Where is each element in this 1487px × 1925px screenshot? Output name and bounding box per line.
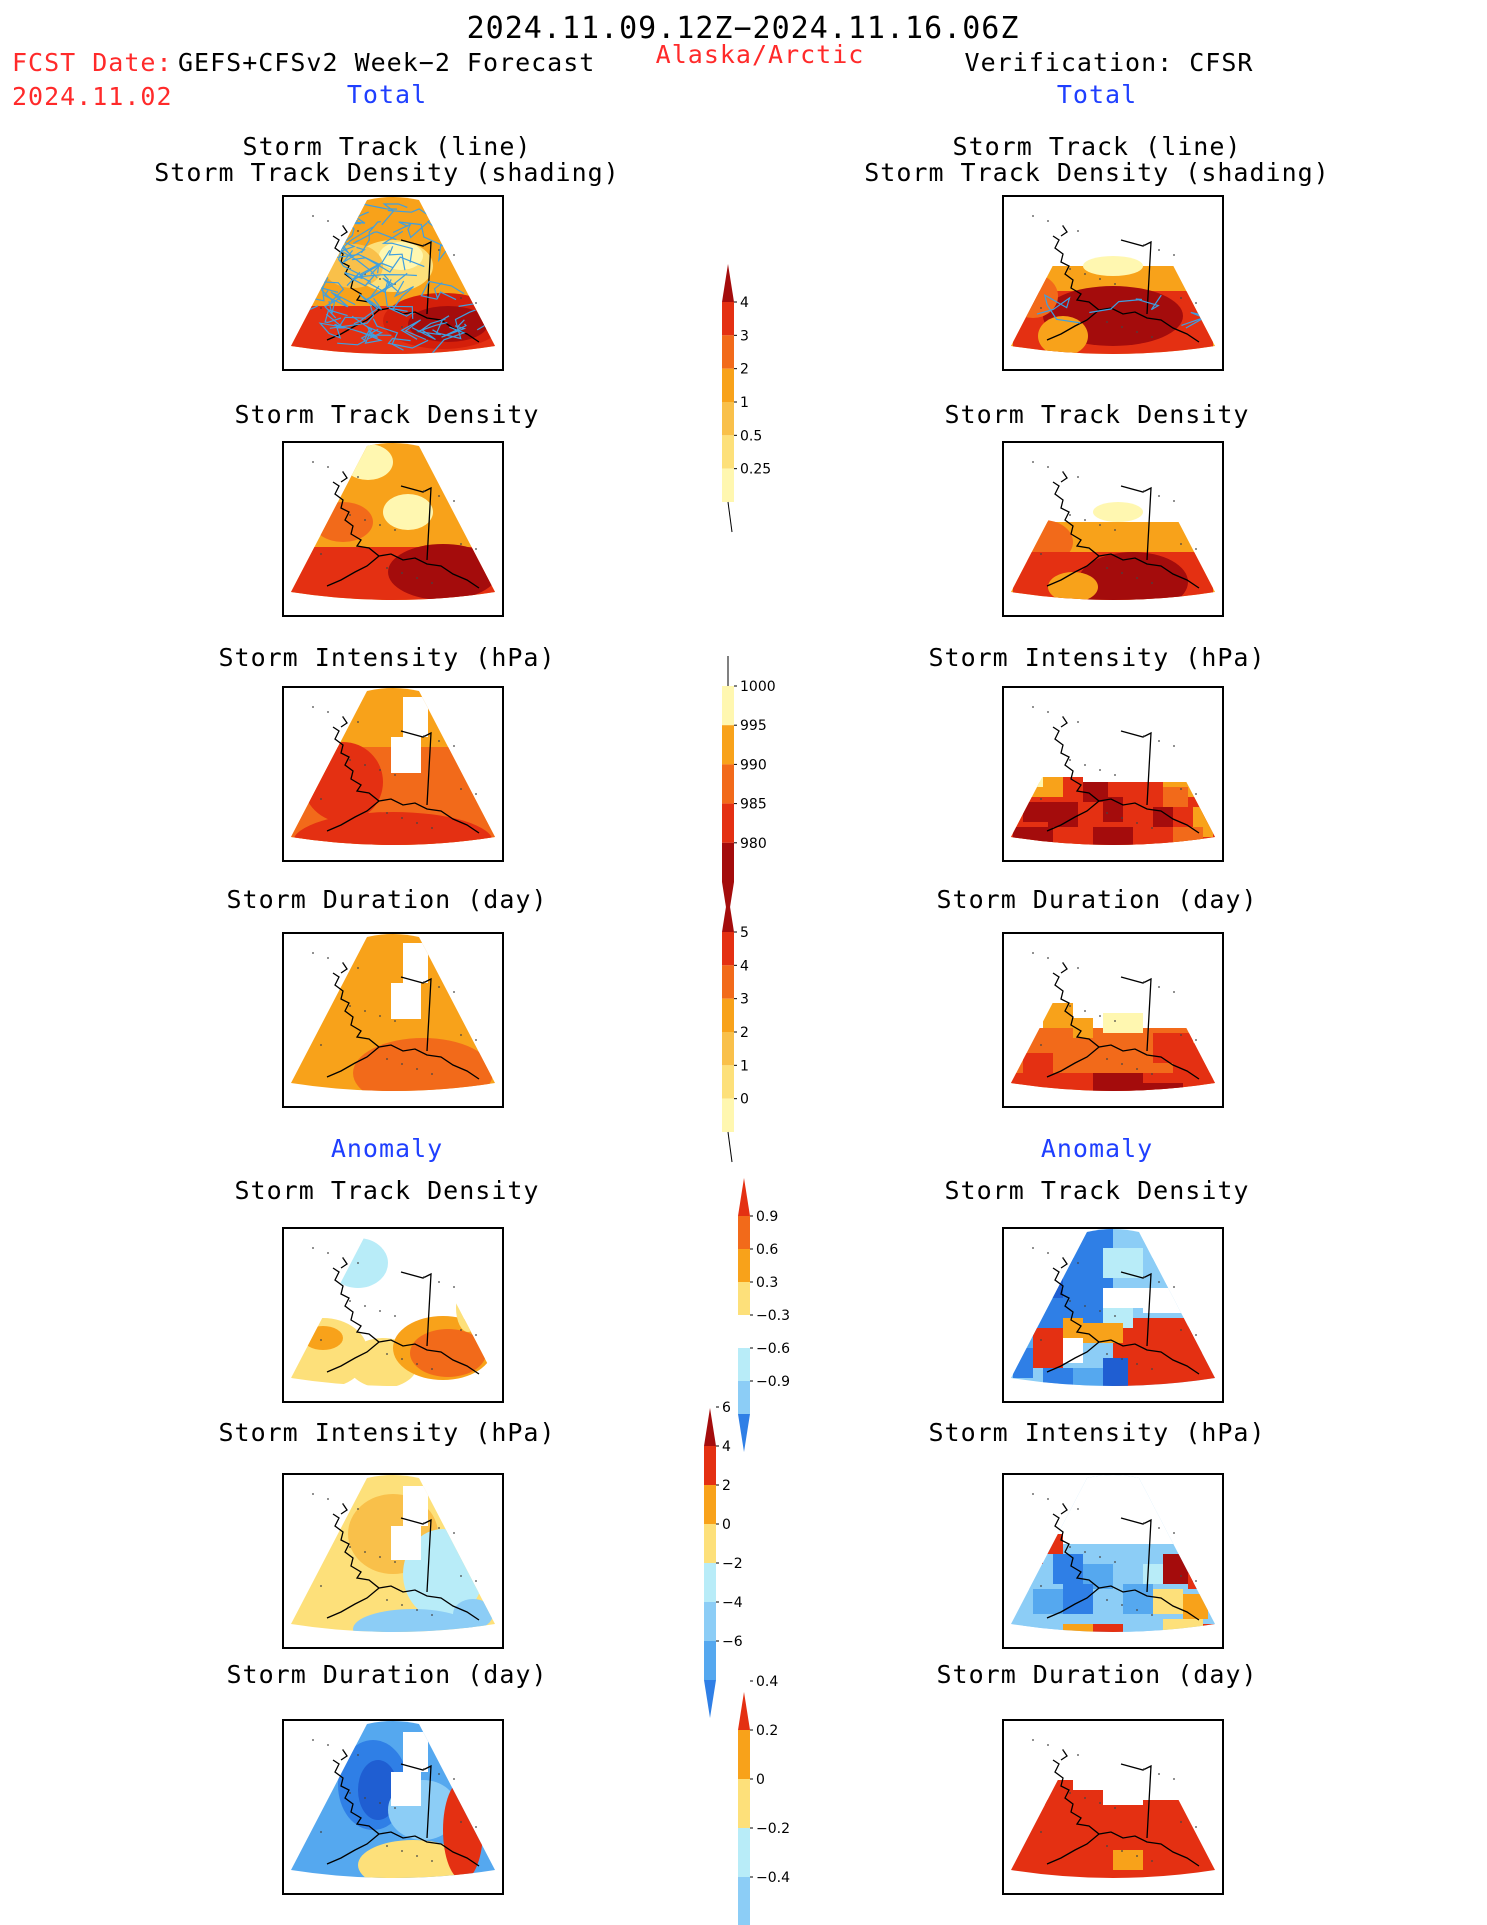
- colorbar-tick-label: 4: [740, 295, 749, 311]
- colorbar-tick-label: −4: [722, 1595, 743, 1611]
- colorbar-tick-label: 3: [740, 328, 749, 344]
- colorbar-tick-label: 995: [740, 718, 767, 734]
- colorbar-intensity-total: 980 985 990 995 1000: [722, 656, 776, 920]
- title-duration-left: Storm Duration (day): [226, 885, 548, 914]
- title-intensity-right: Storm Intensity (hPa): [928, 643, 1266, 672]
- panel-anom-duration-right: [1002, 1719, 1224, 1895]
- colorbar-tick-label: 1000: [740, 679, 776, 695]
- colorbar-tick-label: 2: [740, 1025, 749, 1041]
- fcst-date-value: 2024.11.02: [12, 82, 173, 111]
- title-track-line-left: Storm Track (line): [242, 132, 532, 161]
- colorbar-tick-label: −0.9: [756, 1374, 790, 1390]
- colorbar-tick-label: 4: [722, 1439, 731, 1455]
- colorbar-tick-label: 0: [740, 1092, 749, 1108]
- panel-intensity-left: [282, 686, 504, 862]
- colorbar-tick-label: 980: [740, 836, 767, 852]
- colorbar-tick-label: −2: [722, 1556, 743, 1572]
- colorbar-tick-label: 5: [740, 925, 749, 941]
- colorbar-tick-label: −0.6: [756, 1341, 790, 1357]
- title-track-shading-right: Storm Track Density (shading): [864, 158, 1330, 187]
- colorbar-tick-label: 0.2: [756, 1723, 778, 1739]
- colorbar-tick-label: 0: [722, 1517, 731, 1533]
- colorbar-duration-anom: −0.4 −0.2 0 0.2 0.4: [738, 1674, 790, 1925]
- anomaly-right-label: Anomaly: [1040, 1134, 1154, 1163]
- title-track-shading-left: Storm Track Density (shading): [154, 158, 620, 187]
- title-anom-duration-left: Storm Duration (day): [226, 1660, 548, 1689]
- panel-density-left: [282, 441, 504, 617]
- colorbar-tick-label: 2: [722, 1478, 731, 1494]
- colorbar-duration-total: 0 1 2 3 4 5: [722, 894, 749, 1163]
- title-anom-density-right: Storm Track Density: [944, 1176, 1250, 1205]
- colorbar-tick-label: −0.4: [756, 1870, 790, 1886]
- panel-anom-intensity-right: [1002, 1473, 1224, 1649]
- panel-duration-right: [1002, 932, 1224, 1108]
- colorbar-tick-label: 6: [722, 1400, 731, 1416]
- colorbar-intensity-anom: −6 −4 −2 0 2 4 6: [704, 1400, 743, 1718]
- colorbar-tick-label: 0.4: [756, 1674, 778, 1690]
- anomaly-left-label: Anomaly: [330, 1134, 444, 1163]
- colorbar-tick-label: 0.5: [740, 428, 762, 444]
- colorbar-tick-label: 990: [740, 757, 767, 773]
- colorbar-tick-label: 0.9: [756, 1209, 778, 1225]
- colorbar-tick-label: 1: [740, 1058, 749, 1074]
- title-density-left: Storm Track Density: [234, 400, 540, 429]
- colorbar-density-anom: −0.9 −0.6 −0.3 0.3 0.6 0.9: [738, 1178, 790, 1452]
- fcst-model: GEFS+CFSv2 Week−2 Forecast: [178, 48, 596, 77]
- verification-label: Verification: CFSR: [964, 48, 1254, 77]
- title-intensity-left: Storm Intensity (hPa): [218, 643, 556, 672]
- panel-intensity-right: [1002, 686, 1224, 862]
- fcst-date-label: FCST Date:: [12, 48, 173, 77]
- panel-anom-duration-left: [282, 1719, 504, 1895]
- colorbar-tick-label: 0.25: [740, 462, 771, 478]
- colorbar-tick-label: −0.3: [756, 1308, 790, 1324]
- colorbar-density-total: 0.25 0.5 1 2 3 4: [722, 264, 771, 533]
- colorbar-tick-label: 0: [756, 1772, 765, 1788]
- colorbar-tick-label: 2: [740, 362, 749, 378]
- title-anom-intensity-right: Storm Intensity (hPa): [928, 1418, 1266, 1447]
- title-anom-intensity-left: Storm Intensity (hPa): [218, 1418, 556, 1447]
- title-density-right: Storm Track Density: [944, 400, 1250, 429]
- panel-track-right: [1002, 195, 1224, 371]
- panel-density-right: [1002, 441, 1224, 617]
- title-duration-right: Storm Duration (day): [936, 885, 1258, 914]
- colorbar-tick-label: −0.2: [756, 1821, 790, 1837]
- colorbar-tick-label: −6: [722, 1634, 743, 1650]
- panel-anom-density-right: [1002, 1227, 1224, 1403]
- colorbar-tick-label: 4: [740, 958, 749, 974]
- title-anom-duration-right: Storm Duration (day): [936, 1660, 1258, 1689]
- total-right-label: Total: [1056, 80, 1138, 109]
- colorbar-tick-label: 985: [740, 797, 767, 813]
- colorbar-tick-label: 1: [740, 395, 749, 411]
- colorbar-tick-label: 0.3: [756, 1275, 778, 1291]
- panel-anom-intensity-left: [282, 1473, 504, 1649]
- panel-duration-left: [282, 932, 504, 1108]
- region-label: Alaska/Arctic: [655, 40, 865, 69]
- period-title: 2024.11.09.12Z−2024.11.16.06Z: [466, 11, 1020, 46]
- colorbar-tick-label: 3: [740, 992, 749, 1008]
- total-left-label: Total: [346, 80, 428, 109]
- title-anom-density-left: Storm Track Density: [234, 1176, 540, 1205]
- panel-anom-density-left: [282, 1227, 504, 1403]
- title-track-line-right: Storm Track (line): [952, 132, 1242, 161]
- colorbar-tick-label: 0.6: [756, 1242, 778, 1258]
